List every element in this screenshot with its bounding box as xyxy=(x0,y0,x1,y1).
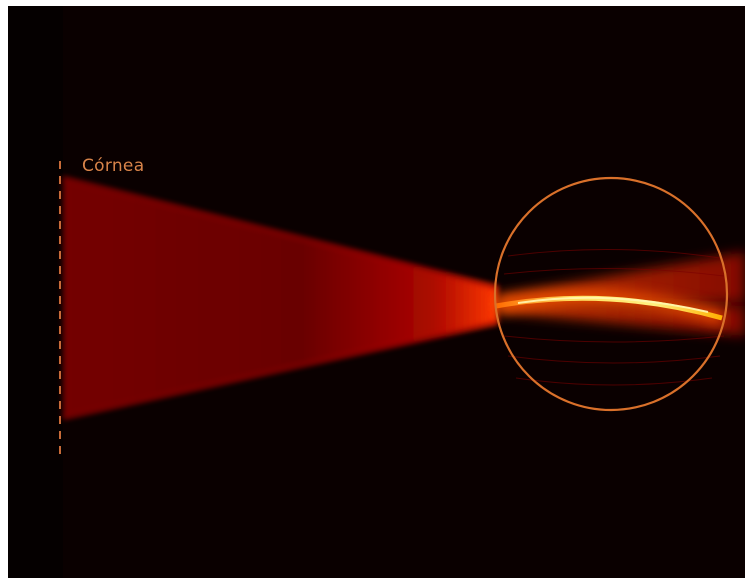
focal-streak-core xyxy=(517,296,709,313)
beam-cone xyxy=(63,178,498,418)
focus-circle xyxy=(493,176,729,412)
beam-simulation xyxy=(59,161,745,454)
beam-edge-bottom xyxy=(62,320,499,420)
beam-edge-top xyxy=(62,176,499,290)
interference-lines xyxy=(503,248,725,386)
simulation-scene: Córnea xyxy=(8,6,745,578)
cornea-label: Córnea xyxy=(82,156,145,176)
left-dark-band xyxy=(8,6,63,578)
